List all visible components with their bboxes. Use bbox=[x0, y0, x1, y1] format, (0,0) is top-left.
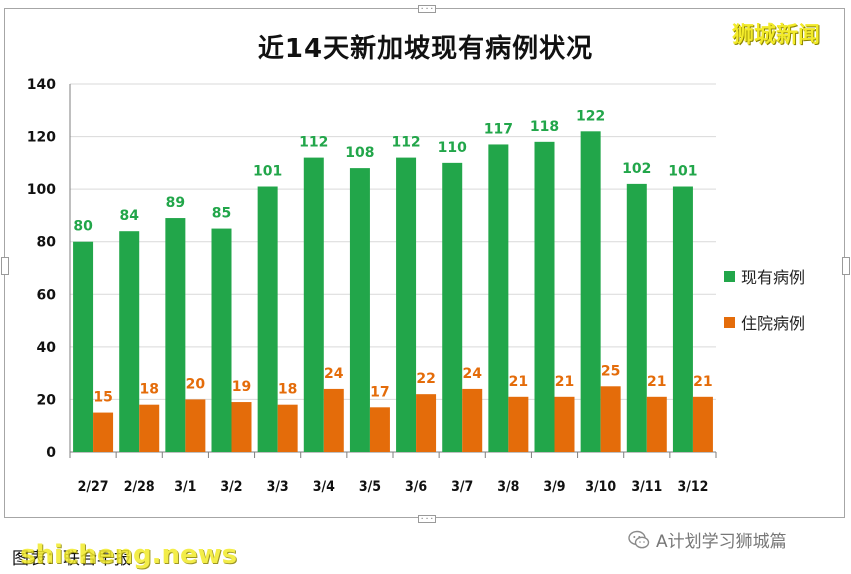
data-label-hospitalised: 19 bbox=[232, 379, 251, 395]
bar-current bbox=[534, 141, 555, 453]
x-tick-label: 3/8 bbox=[497, 479, 519, 495]
y-tick-label: 80 bbox=[37, 235, 57, 251]
bar-hospitalised bbox=[185, 399, 206, 452]
x-tick-label: 3/2 bbox=[220, 479, 242, 495]
data-label-current: 112 bbox=[299, 135, 328, 151]
data-label-current: 112 bbox=[391, 135, 420, 151]
bar-hospitalised bbox=[462, 388, 483, 452]
resize-handle-bottom[interactable]: ··· bbox=[418, 514, 436, 523]
bar-hospitalised bbox=[692, 396, 713, 452]
data-label-hospitalised: 25 bbox=[601, 363, 620, 379]
resize-handle-top[interactable]: ··· bbox=[418, 4, 436, 13]
bar-hospitalised bbox=[369, 407, 390, 452]
x-tick-label: 3/11 bbox=[631, 479, 662, 495]
x-tick-label: 3/12 bbox=[677, 479, 708, 495]
x-tick-label: 3/10 bbox=[585, 479, 616, 495]
bar-current bbox=[396, 157, 417, 452]
y-tick-label: 20 bbox=[37, 392, 57, 408]
x-tick-label: 3/3 bbox=[267, 479, 289, 495]
data-label-hospitalised: 20 bbox=[186, 376, 206, 392]
bar-hospitalised bbox=[646, 396, 667, 452]
x-tick-label: 2/27 bbox=[78, 479, 109, 495]
data-label-current: 110 bbox=[438, 140, 467, 156]
legend-swatch-current bbox=[724, 270, 735, 282]
data-label-hospitalised: 18 bbox=[278, 382, 297, 398]
data-label-hospitalised: 21 bbox=[509, 374, 528, 390]
data-label-hospitalised: 24 bbox=[324, 366, 344, 382]
data-label-current: 101 bbox=[253, 164, 282, 180]
resize-handle-right[interactable] bbox=[842, 257, 850, 275]
bar-hospitalised bbox=[508, 396, 529, 452]
source-label: 图表：联合早报 bbox=[12, 549, 131, 569]
wechat-account-name: A计划学习狮城篇 bbox=[656, 532, 787, 552]
x-tick-label: 2/28 bbox=[124, 479, 155, 495]
bar-current bbox=[119, 231, 140, 452]
data-label-hospitalised: 18 bbox=[139, 382, 158, 398]
data-label-current: 84 bbox=[119, 208, 139, 224]
bar-current bbox=[488, 144, 509, 452]
legend-swatch-hospitalised bbox=[724, 316, 735, 328]
data-label-current: 102 bbox=[622, 161, 651, 177]
data-label-current: 108 bbox=[345, 145, 374, 161]
x-tick-label: 3/5 bbox=[359, 479, 381, 495]
watermark-site: shicheng.news bbox=[20, 540, 238, 570]
bar-hospitalised bbox=[231, 402, 252, 452]
bar-current bbox=[580, 131, 601, 453]
x-tick-label: 3/9 bbox=[543, 479, 565, 495]
y-tick-label: 40 bbox=[37, 340, 57, 356]
y-tick-label: 60 bbox=[37, 287, 57, 303]
data-label-current: 117 bbox=[484, 121, 513, 137]
bar-hospitalised bbox=[139, 404, 160, 452]
data-label-hospitalised: 21 bbox=[555, 374, 574, 390]
data-label-current: 89 bbox=[166, 195, 185, 211]
bar-current bbox=[73, 241, 94, 452]
legend-label-current: 现有病例 bbox=[741, 268, 806, 287]
data-label-hospitalised: 21 bbox=[693, 374, 712, 390]
chart-title: 近14天新加坡现有病例状况 bbox=[257, 34, 594, 64]
bar-current bbox=[349, 168, 370, 452]
y-tick-label: 100 bbox=[27, 182, 56, 198]
watermark-logo-top: 狮城新闻 bbox=[732, 23, 821, 48]
bar-current bbox=[211, 228, 232, 452]
bar-hospitalised bbox=[600, 386, 621, 452]
bar-current bbox=[626, 183, 647, 452]
data-label-current: 101 bbox=[668, 164, 697, 180]
data-label-current: 122 bbox=[576, 108, 605, 124]
bar-current bbox=[672, 186, 693, 452]
data-label-current: 118 bbox=[530, 119, 559, 135]
bar-current bbox=[303, 157, 324, 452]
x-tick-label: 3/7 bbox=[451, 479, 473, 495]
bar-hospitalised bbox=[323, 388, 344, 452]
bar-hospitalised bbox=[416, 394, 437, 452]
bar-hospitalised bbox=[277, 404, 298, 452]
resize-handle-left[interactable] bbox=[1, 257, 9, 275]
y-tick-label: 120 bbox=[27, 130, 56, 146]
bar-hospitalised bbox=[554, 396, 575, 452]
data-label-hospitalised: 15 bbox=[93, 390, 112, 406]
legend-label-hospitalised: 住院病例 bbox=[741, 314, 806, 333]
data-label-hospitalised: 17 bbox=[370, 384, 389, 400]
x-tick-label: 3/6 bbox=[405, 479, 427, 495]
y-tick-label: 140 bbox=[27, 77, 56, 93]
bar-current bbox=[442, 162, 463, 452]
legend-item-hospitalised: 住院病例 bbox=[724, 311, 805, 333]
bar-current bbox=[165, 218, 186, 452]
y-tick-label: 0 bbox=[46, 445, 56, 461]
data-label-current: 80 bbox=[73, 219, 93, 235]
chart-legend: 现有病例 住院病例 bbox=[724, 265, 805, 357]
data-label-current: 85 bbox=[212, 206, 231, 222]
data-label-hospitalised: 22 bbox=[416, 371, 435, 387]
bar-hospitalised bbox=[93, 412, 114, 452]
wechat-account: A计划学习狮城篇 bbox=[628, 527, 787, 552]
x-tick-label: 3/4 bbox=[313, 479, 335, 495]
x-tick-label: 3/1 bbox=[174, 479, 196, 495]
bar-current bbox=[257, 186, 278, 452]
data-label-hospitalised: 21 bbox=[647, 374, 666, 390]
data-label-hospitalised: 24 bbox=[462, 366, 482, 382]
wechat-icon bbox=[628, 530, 650, 548]
legend-item-current: 现有病例 bbox=[724, 265, 805, 287]
